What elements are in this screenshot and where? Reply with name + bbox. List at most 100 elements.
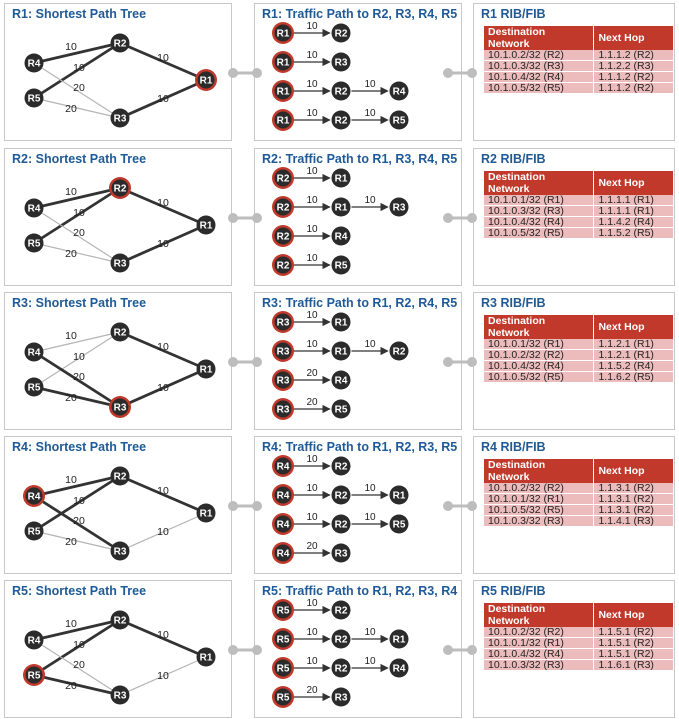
rib-header-row: Destination Network Next Hop <box>484 171 674 195</box>
rib-row: 10.1.0.2/32 (R2) 1.1.5.1 (R2) <box>484 627 674 638</box>
router-node-r3: R3 <box>110 541 130 561</box>
node-circle <box>110 253 130 273</box>
router-node-r2: R2 <box>110 466 130 486</box>
rib-row: 10.1.0.1/32 (R1) 1.1.2.1 (R1) <box>484 339 674 350</box>
connector-link <box>443 213 477 223</box>
link-cost-r1-r3: 10 <box>157 93 169 105</box>
spt-panel-r4: R4: Shortest Path Tree 10 10 10 10 20 20 R4 R5 R2… <box>4 436 232 574</box>
router-node-r3: R3 <box>110 253 130 273</box>
node-circle <box>274 227 292 245</box>
path-r2: 10 10 R3 R1 R2 <box>272 339 409 362</box>
next-hop-cell: 1.1.2.1 (R1) <box>593 349 674 361</box>
node-label: R3 <box>335 693 348 704</box>
destination-network-header: Destination Network <box>484 603 595 627</box>
node-label: R5 <box>277 693 290 704</box>
node-label: R2 <box>335 29 348 40</box>
router-node-r2: R2 <box>110 33 130 53</box>
router-node-r1-hop: R1 <box>272 22 294 44</box>
router-node-r3: R3 <box>109 396 131 418</box>
path-r4: 10 10 R5 R2 R4 <box>272 656 409 679</box>
node-circle <box>274 688 292 706</box>
router-node-r5-hop: R5 <box>272 628 294 650</box>
traffic-panel-r1: R1: Traffic Path to R2, R3, R4, R5 10 R1 R2… <box>254 3 462 141</box>
router-node-r2-hop: R2 <box>331 629 351 649</box>
path-r1: 10 R3 R1 <box>272 310 351 333</box>
node-circle <box>196 359 216 379</box>
node-circle <box>389 81 409 101</box>
path-cost: 10 <box>364 656 376 667</box>
node-label: R4 <box>335 232 348 243</box>
path-cost: 10 <box>306 512 318 523</box>
path-cost: 10 <box>364 108 376 119</box>
link-cost-r1-r2: 10 <box>157 341 169 353</box>
node-circle <box>389 514 409 534</box>
router-node-r4-hop: R4 <box>272 513 294 535</box>
router-node-r1-hop: R1 <box>331 312 351 332</box>
link-cost-r1-r2: 10 <box>157 629 169 641</box>
router-node-r1-hop: R1 <box>331 168 351 188</box>
rib-table: Destination Network Next Hop 10.1.0.1/32 (… <box>484 171 674 239</box>
destination-network-header: Destination Network <box>484 459 595 483</box>
destination-network-cell: 10.1.0.5/32 (R5) <box>484 504 595 516</box>
node-label: R2 <box>277 174 290 185</box>
path-r4: 10 R2 R4 <box>272 224 351 247</box>
traffic-paths: 10 R3 R1 10 10 R3 R1 R2 20 R3 R4 20 R3 R5 <box>272 310 409 420</box>
node-label: R3 <box>114 547 127 558</box>
node-label: R5 <box>393 520 406 531</box>
node-circle <box>389 341 409 361</box>
path-cost: 10 <box>364 512 376 523</box>
link-r1-r2 <box>119 618 207 659</box>
node-label: R2 <box>335 462 348 473</box>
link-cost-r1-r2: 10 <box>157 485 169 497</box>
node-label: R1 <box>335 318 348 329</box>
link-cost-r1-r3: 10 <box>157 238 169 250</box>
node-circle <box>274 515 292 533</box>
path-r4: 20 R3 R4 <box>272 368 351 391</box>
router-node-r2-hop: R2 <box>272 225 294 247</box>
next-hop-cell: 1.1.1.2 (R2) <box>593 82 674 94</box>
link-r2-r4 <box>33 618 121 642</box>
router-node-r2-hop: R2 <box>272 167 294 189</box>
node-circle <box>331 399 351 419</box>
link-cost-r3-r4: 20 <box>73 515 85 527</box>
node-circle <box>389 629 409 649</box>
rib-row: 10.1.0.2/32 (R2) 1.1.3.1 (R2) <box>484 483 674 494</box>
destination-network-cell: 10.1.0.2/32 (R2) <box>484 50 595 61</box>
connector-link <box>228 213 262 223</box>
destination-network-cell: 10.1.0.2/32 (R2) <box>484 627 595 638</box>
link-r3-r4 <box>33 639 121 696</box>
node-circle <box>274 457 292 475</box>
path-r4: 10 10 R1 R2 R4 <box>272 79 409 102</box>
node-circle <box>196 647 216 667</box>
link-r3-r4 <box>33 494 121 553</box>
next-hop-header: Next Hop <box>593 315 674 339</box>
node-circle <box>331 312 351 332</box>
link-cost-r1-r2: 10 <box>157 52 169 64</box>
node-circle <box>24 342 44 362</box>
node-label: R1 <box>393 491 406 502</box>
link-cost-r2-r4: 10 <box>65 186 77 198</box>
node-label: R3 <box>277 347 290 358</box>
rib-row: 10.1.0.2/32 (R2) 1.1.2.1 (R1) <box>484 349 674 361</box>
node-circle <box>111 398 129 416</box>
node-circle <box>110 322 130 342</box>
router-node-r4: R4 <box>24 198 44 218</box>
router-node-r5-hop: R5 <box>272 599 294 621</box>
node-label: R3 <box>277 318 290 329</box>
spt-panel-r3: R3: Shortest Path Tree 10 10 10 10 20 20 R4 R5 R2… <box>4 292 232 430</box>
path-cost: 10 <box>306 50 318 61</box>
node-label: R1 <box>200 509 213 520</box>
node-circle <box>274 342 292 360</box>
node-label: R3 <box>393 203 406 214</box>
rib-title: R4 RIB/FIB <box>481 440 546 454</box>
path-cost: 10 <box>306 483 318 494</box>
link-cost-r2-r5: 10 <box>73 639 85 651</box>
node-label: R2 <box>114 184 127 195</box>
router-node-r1-hop: R1 <box>389 629 409 649</box>
next-hop-cell: 1.1.6.2 (R5) <box>593 371 674 383</box>
destination-network-cell: 10.1.0.2/32 (R2) <box>484 349 595 361</box>
link-cost-r3-r5: 20 <box>65 103 77 115</box>
destination-network-cell: 10.1.0.3/32 (R3) <box>484 659 595 671</box>
router-node-r1: R1 <box>196 359 216 379</box>
destination-network-cell: 10.1.0.5/32 (R5) <box>484 82 595 94</box>
